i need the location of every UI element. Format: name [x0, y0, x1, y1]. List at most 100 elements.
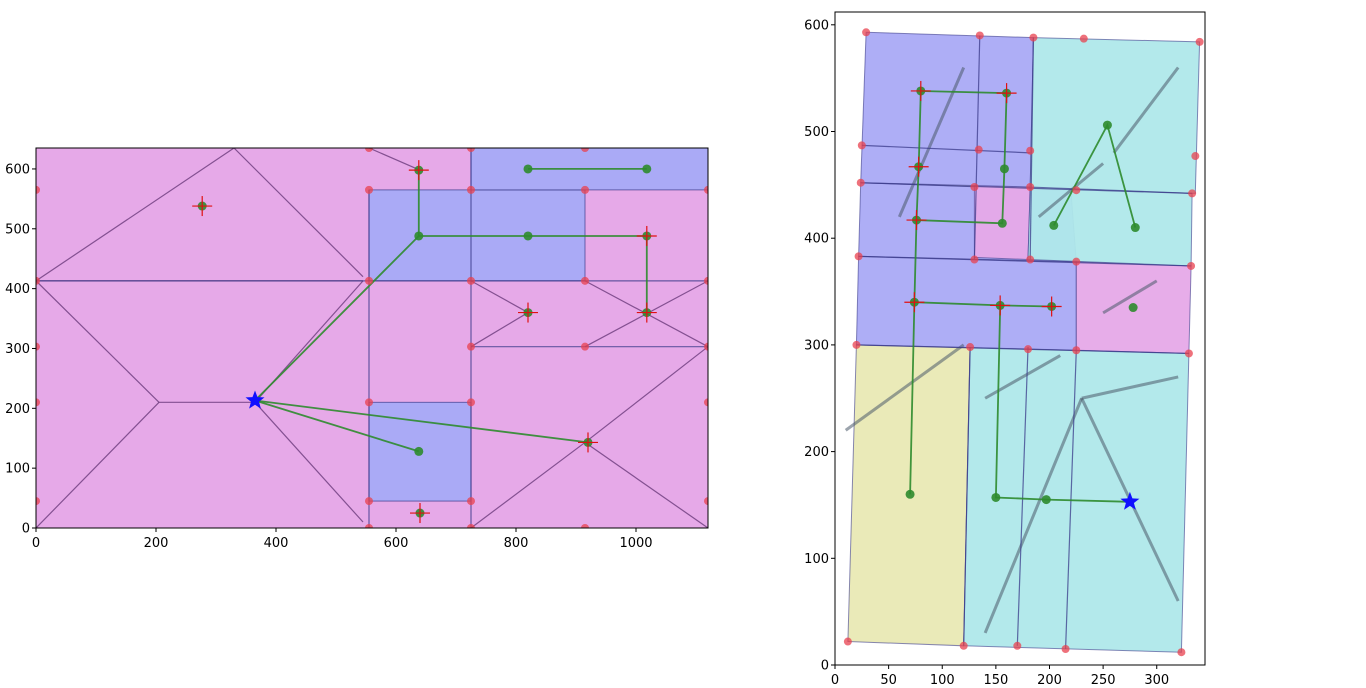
vertex-point — [36, 276, 40, 285]
skeleton-line — [584, 346, 708, 443]
vertex-point — [581, 524, 589, 528]
path-path-branch-3 — [913, 90, 1008, 303]
y-tick-label: 100 — [804, 552, 829, 567]
skeleton-line — [470, 280, 529, 314]
vertex-point — [970, 255, 979, 264]
vertex-point — [854, 252, 863, 261]
x-tick-label: 200 — [144, 536, 169, 551]
waypoint-node — [999, 164, 1009, 174]
skeleton-line — [254, 401, 364, 523]
waypoint-node — [991, 492, 1001, 502]
waypoint-node — [523, 231, 533, 241]
vertex-point — [1184, 349, 1193, 358]
x-tick-label: 50 — [880, 673, 897, 688]
partition-line — [858, 255, 1192, 267]
skeleton-line — [36, 148, 235, 282]
waypoint-node — [1041, 495, 1051, 505]
vertex-point — [975, 31, 984, 40]
vertex-point — [1191, 152, 1200, 161]
skeleton-line — [470, 441, 586, 528]
waypoint-node — [997, 218, 1007, 228]
vertex-point — [581, 342, 589, 351]
x-tick-label: 250 — [1091, 673, 1116, 688]
vertex-point — [467, 497, 475, 506]
x-tick-label: 150 — [983, 673, 1008, 688]
y-tick-label: 300 — [804, 338, 829, 353]
vertex-point — [1177, 648, 1186, 657]
vertex-point — [467, 148, 475, 152]
waypoint-node — [905, 489, 915, 499]
y-tick-label: 400 — [5, 282, 30, 297]
partition-line — [963, 347, 971, 646]
y-tick-label: 600 — [804, 18, 829, 33]
waypoint-node — [414, 231, 424, 241]
waypoint-node — [1049, 220, 1059, 230]
start-star-icon — [1120, 491, 1140, 510]
vertex-point — [704, 185, 708, 194]
vertex-point — [1013, 641, 1022, 650]
skeleton-line — [36, 401, 160, 528]
vertex-point — [856, 178, 865, 187]
y-tick-label: 0 — [22, 522, 30, 537]
vertex-point — [581, 148, 589, 152]
plot-area — [835, 12, 1205, 665]
vertex-point — [36, 342, 40, 351]
waypoint-node — [414, 446, 424, 456]
x-tick-label: 600 — [384, 536, 409, 551]
vertex-point — [36, 497, 40, 506]
waypoint-node — [1130, 223, 1140, 233]
y-tick-label: 300 — [5, 342, 30, 357]
skeleton-line — [368, 148, 421, 171]
chart-right-map: 0 50 100 150 200 250 300 0 100 200 300 400 500 600 — [804, 11, 1206, 688]
vertex-point — [959, 641, 968, 650]
y-tick-label: 600 — [5, 162, 30, 177]
vertex-point — [467, 185, 475, 194]
vertex-point — [581, 185, 589, 194]
partition-line — [856, 344, 1189, 355]
wall-stroke — [1081, 375, 1179, 400]
vertex-point — [857, 141, 866, 150]
vertex-point — [704, 497, 708, 506]
vertex-point — [36, 398, 40, 407]
waypoint-node — [1128, 303, 1138, 313]
vertex-point — [852, 340, 861, 349]
vertex-point — [1029, 33, 1038, 42]
path-path-branch-2 — [254, 399, 420, 453]
axes-frame — [35, 147, 709, 529]
wall-stroke — [1112, 66, 1180, 154]
x-tick-label: 1000 — [619, 536, 652, 551]
vertex-point — [862, 28, 871, 37]
waypoint-node — [1102, 120, 1112, 130]
vertex-point — [365, 148, 373, 152]
vertex-point — [1195, 37, 1204, 46]
vertex-point — [1026, 182, 1035, 191]
vertex-point — [467, 524, 475, 528]
vertex-point — [1072, 186, 1081, 195]
plot-area — [36, 148, 708, 528]
path-path — [909, 301, 1130, 503]
chart-left-map: 0 200 400 600 800 1000 0 100 200 300 400 500 600 — [5, 147, 709, 551]
skeleton-line — [470, 312, 529, 348]
partition-line — [1016, 347, 1029, 646]
y-tick-label: 500 — [5, 222, 30, 237]
vertex-point — [1079, 34, 1088, 43]
vertex-point — [1187, 261, 1196, 270]
vertex-point — [467, 276, 475, 285]
vertex-point — [704, 342, 708, 351]
vertex-point — [467, 342, 475, 351]
vertex-point — [974, 145, 983, 154]
vertex-point — [1026, 255, 1035, 264]
vertex-point — [1061, 644, 1070, 653]
x-tick-label: 0 — [32, 536, 40, 551]
y-tick-label: 200 — [804, 445, 829, 460]
wall-stroke — [844, 343, 965, 432]
wall-stroke — [1037, 162, 1105, 219]
partition-line — [861, 144, 1031, 154]
vertex-point — [1024, 345, 1033, 354]
x-tick-label: 300 — [1144, 673, 1169, 688]
x-tick-label: 0 — [831, 673, 839, 688]
path-path-branch-3 — [254, 399, 589, 444]
vertex-point — [843, 637, 852, 646]
x-tick-label: 800 — [504, 536, 529, 551]
